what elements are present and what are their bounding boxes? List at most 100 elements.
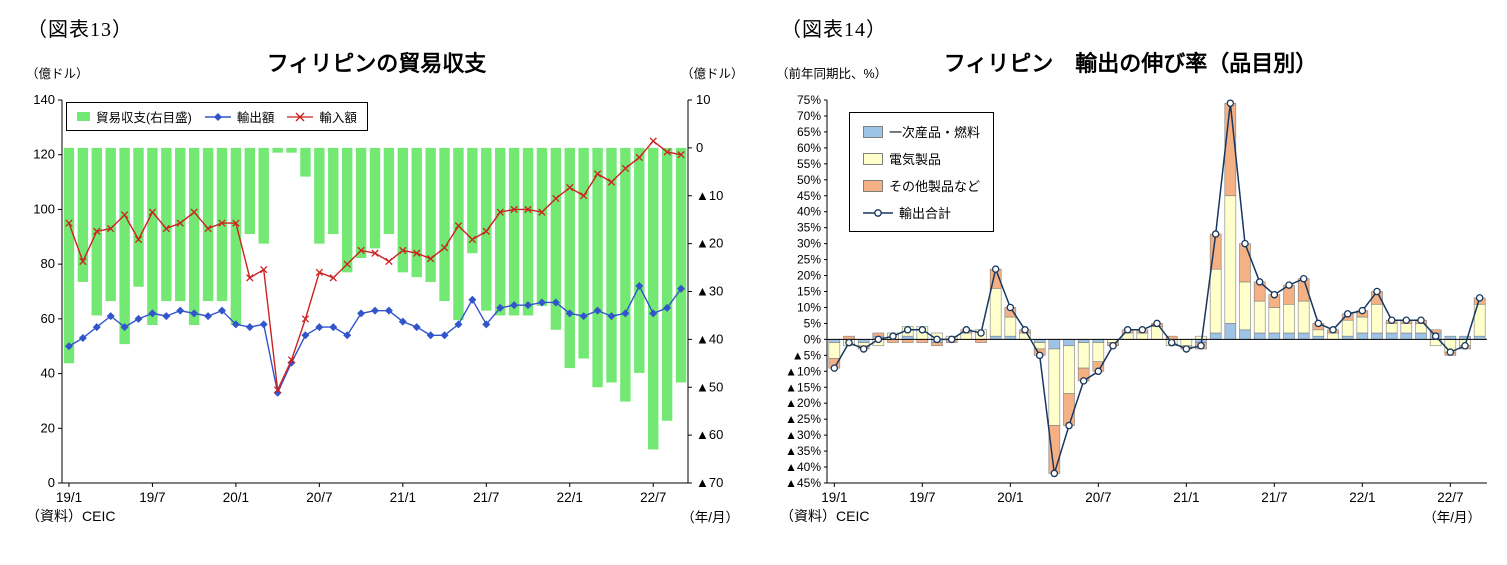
svg-text:19/7: 19/7: [909, 490, 935, 505]
figure14-x-axis-unit: （年/月）: [1423, 510, 1481, 525]
svg-text:55%: 55%: [797, 157, 821, 171]
svg-text:▲20%: ▲20%: [785, 396, 821, 410]
svg-text:▲10: ▲10: [696, 188, 723, 203]
export-growth-chart: 75%70%65%60%55%50%45%40%35%30%25%20%15%1…: [785, 93, 1487, 505]
figure14-legend: 一次産品・燃料 電気製品 その他製品など 輸出合計: [849, 112, 995, 232]
imports-line: [65, 137, 685, 394]
figure13-panel: （図表13） フィリピンの貿易収支 （億ドル） （億ドル） 0 20 40 60 80 1…: [0, 0, 753, 565]
imports-line-marker-icon: [287, 112, 314, 121]
legend-label: 輸入額: [319, 111, 357, 125]
svg-text:100: 100: [33, 201, 55, 216]
svg-text:▲25%: ▲25%: [785, 412, 821, 426]
svg-text:30%: 30%: [797, 237, 821, 251]
svg-text:15%: 15%: [797, 285, 821, 299]
legend-item-trade-balance: 貿易収支(右目盛): [77, 107, 192, 126]
legend-label: 一次産品・燃料: [889, 125, 981, 140]
svg-text:70%: 70%: [797, 109, 821, 123]
svg-text:80: 80: [41, 256, 55, 271]
legend-label: 貿易収支(右目盛): [96, 111, 192, 125]
svg-text:60%: 60%: [797, 141, 821, 155]
figure13-x-axis-unit: （年/月）: [681, 510, 739, 525]
legend-item-electronics: 電気製品: [863, 149, 941, 168]
svg-text:60: 60: [41, 311, 55, 326]
svg-text:20/1: 20/1: [223, 490, 249, 505]
legend-item-export-total: 輸出合計: [863, 203, 951, 222]
svg-text:0: 0: [696, 140, 703, 155]
svg-text:22/7: 22/7: [640, 490, 666, 505]
svg-text:5%: 5%: [804, 316, 822, 330]
svg-text:50%: 50%: [797, 173, 821, 187]
export-total-line: [830, 99, 1484, 478]
svg-text:35%: 35%: [797, 221, 821, 235]
figure13-source: （資料）CEIC: [26, 508, 116, 524]
svg-text:▲30%: ▲30%: [785, 428, 821, 442]
svg-text:20/1: 20/1: [997, 490, 1023, 505]
svg-text:▲40: ▲40: [696, 331, 723, 346]
legend-item-primary-goods: 一次産品・燃料: [863, 122, 980, 141]
svg-text:10%: 10%: [797, 300, 821, 314]
legend-label: 輸出合計: [899, 206, 952, 221]
svg-text:45%: 45%: [797, 189, 821, 203]
svg-text:140: 140: [33, 92, 55, 107]
export-total-line-marker-icon: [863, 208, 893, 217]
svg-text:▲15%: ▲15%: [785, 380, 821, 394]
figure14-axis-unit: （前年同期比、%）: [776, 67, 888, 81]
trade-balance-swatch-icon: [77, 112, 90, 121]
figure14-label: （図表14）: [781, 19, 887, 41]
svg-text:▲30: ▲30: [696, 284, 723, 299]
legend-item-exports: 輸出額: [204, 107, 275, 126]
figure13-legend: 貿易収支(右目盛) 輸出額 輸入額: [66, 102, 368, 131]
figure13-title: フィリピンの貿易収支: [266, 51, 487, 76]
figure13-label: （図表13）: [27, 19, 133, 41]
legend-label: 電気製品: [889, 152, 942, 167]
figure13-right-axis-unit: （億ドル）: [681, 67, 744, 81]
svg-text:22/1: 22/1: [557, 490, 583, 505]
svg-text:▲60: ▲60: [696, 427, 723, 442]
legend-item-other-products: その他製品など: [863, 176, 980, 195]
svg-text:20%: 20%: [797, 269, 821, 283]
svg-text:40: 40: [41, 366, 55, 381]
svg-text:▲40%: ▲40%: [785, 460, 821, 474]
svg-text:75%: 75%: [797, 93, 821, 107]
svg-text:25%: 25%: [797, 253, 821, 267]
svg-text:▲50: ▲50: [696, 379, 723, 394]
legend-label: その他製品など: [889, 179, 981, 194]
svg-text:19/7: 19/7: [139, 490, 165, 505]
svg-text:21/1: 21/1: [1173, 490, 1199, 505]
svg-text:21/1: 21/1: [390, 490, 416, 505]
svg-text:19/1: 19/1: [56, 490, 82, 505]
svg-text:0%: 0%: [804, 332, 822, 346]
svg-text:22/1: 22/1: [1349, 490, 1375, 505]
svg-text:0: 0: [48, 475, 55, 490]
svg-text:▲70: ▲70: [696, 475, 723, 490]
exports-line-marker-icon: [204, 112, 231, 121]
svg-text:120: 120: [33, 147, 55, 162]
legend-item-imports: 輸入額: [287, 107, 357, 126]
figure14-title: フィリピン 輸出の伸び率（品目別）: [943, 51, 1318, 76]
export-growth-stacked-bars: [828, 102, 1486, 474]
legend-label: 輸出額: [236, 111, 275, 125]
electronics-swatch-icon: [863, 152, 883, 165]
svg-text:▲45%: ▲45%: [785, 476, 821, 490]
exports-line: [64, 282, 686, 397]
figure14-source: （資料）CEIC: [780, 508, 870, 524]
axes: 75%70%65%60%55%50%45%40%35%30%25%20%15%1…: [785, 93, 1487, 505]
primary-goods-swatch-icon: [863, 125, 883, 138]
svg-text:21/7: 21/7: [473, 490, 499, 505]
svg-text:21/7: 21/7: [1261, 490, 1287, 505]
svg-text:20/7: 20/7: [1085, 490, 1111, 505]
svg-text:10: 10: [696, 92, 710, 107]
figure13-left-axis-unit: （億ドル）: [26, 67, 89, 81]
svg-text:65%: 65%: [797, 125, 821, 139]
svg-text:▲5%: ▲5%: [792, 348, 822, 362]
svg-text:▲20: ▲20: [696, 236, 723, 251]
other-products-swatch-icon: [863, 179, 883, 192]
svg-text:19/1: 19/1: [821, 490, 847, 505]
figure14-panel: （図表14） フィリピン 輸出の伸び率（品目別） （前年同期比、%） 75% 70…: [754, 0, 1507, 565]
svg-text:22/7: 22/7: [1437, 490, 1463, 505]
svg-text:▲35%: ▲35%: [785, 444, 821, 458]
svg-text:20/7: 20/7: [306, 490, 332, 505]
svg-text:20: 20: [41, 420, 55, 435]
